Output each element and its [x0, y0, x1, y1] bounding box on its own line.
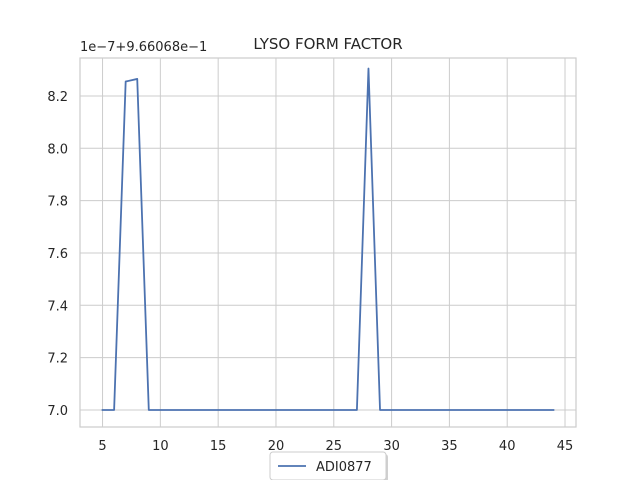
- x-tick-label: 25: [326, 439, 343, 454]
- legend-label: ADI0877: [316, 460, 372, 475]
- y-tick-label: 7.4: [47, 299, 68, 314]
- series-line: [101, 67, 555, 411]
- chart-title: LYSO FORM FACTOR: [253, 35, 402, 53]
- axes-frame: [79, 57, 577, 428]
- x-tick-label: 45: [557, 439, 574, 454]
- y-tick-label: 8.2: [47, 90, 68, 105]
- y-tick-label: 7.2: [47, 352, 68, 367]
- y-tick-label: 7.6: [47, 247, 68, 262]
- y-tick-label: 7.0: [47, 404, 68, 419]
- grid-lines: [80, 58, 576, 427]
- axes-border: [79, 57, 577, 428]
- legend-box: [269, 451, 387, 480]
- x-axis-ticks: 5 10 15 20 25 30 35 40 45: [98, 439, 573, 454]
- series-layer: [101, 67, 555, 411]
- legend: ADI0877: [269, 451, 388, 480]
- x-tick-label: 35: [441, 439, 458, 454]
- x-tick-label: 40: [499, 439, 516, 454]
- x-tick-label: 10: [152, 439, 169, 454]
- x-tick-label: 15: [210, 439, 227, 454]
- y-tick-label: 8.0: [47, 142, 68, 157]
- x-tick-label: 20: [268, 439, 285, 454]
- x-tick-label: 30: [383, 439, 400, 454]
- y-axis-ticks: 7.0 7.2 7.4 7.6 7.8 8.0 8.2: [47, 90, 68, 419]
- y-tick-label: 7.8: [47, 195, 68, 210]
- y-offset-label: 1e−7+9.66068e−1: [80, 40, 207, 55]
- x-tick-label: 5: [98, 439, 106, 454]
